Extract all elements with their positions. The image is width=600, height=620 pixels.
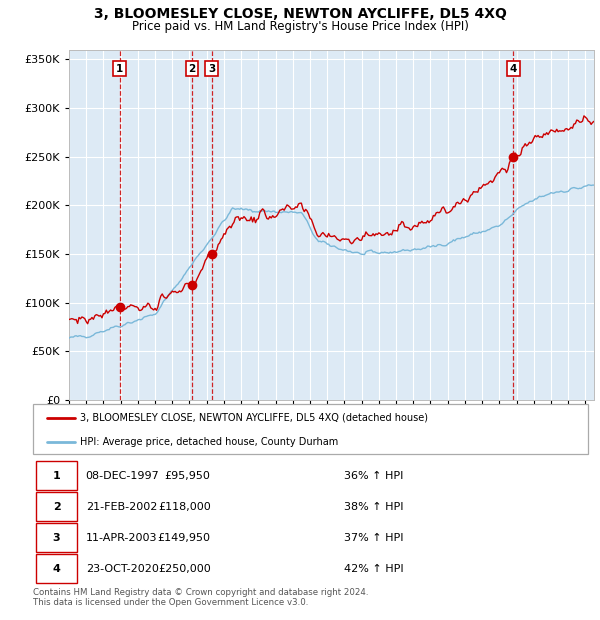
FancyBboxPatch shape (33, 404, 588, 454)
Text: HPI: Average price, detached house, County Durham: HPI: Average price, detached house, Coun… (80, 436, 338, 447)
Text: Contains HM Land Registry data © Crown copyright and database right 2024.: Contains HM Land Registry data © Crown c… (33, 588, 368, 597)
FancyBboxPatch shape (36, 523, 77, 552)
Text: 2: 2 (188, 64, 196, 74)
Text: 3: 3 (53, 533, 61, 542)
Text: 36% ↑ HPI: 36% ↑ HPI (344, 471, 403, 480)
Text: 11-APR-2003: 11-APR-2003 (86, 533, 157, 542)
Text: 23-OCT-2020: 23-OCT-2020 (86, 564, 158, 574)
Text: Price paid vs. HM Land Registry's House Price Index (HPI): Price paid vs. HM Land Registry's House … (131, 20, 469, 33)
Text: 21-FEB-2002: 21-FEB-2002 (86, 502, 157, 512)
Text: 4: 4 (509, 64, 517, 74)
Text: £118,000: £118,000 (158, 502, 211, 512)
Text: 1: 1 (53, 471, 61, 480)
Text: 3, BLOOMESLEY CLOSE, NEWTON AYCLIFFE, DL5 4XQ (detached house): 3, BLOOMESLEY CLOSE, NEWTON AYCLIFFE, DL… (80, 413, 428, 423)
Text: £149,950: £149,950 (158, 533, 211, 542)
Text: £95,950: £95,950 (165, 471, 211, 480)
Text: 42% ↑ HPI: 42% ↑ HPI (344, 564, 403, 574)
FancyBboxPatch shape (36, 461, 77, 490)
Text: 37% ↑ HPI: 37% ↑ HPI (344, 533, 403, 542)
Text: 2: 2 (53, 502, 61, 512)
Text: This data is licensed under the Open Government Licence v3.0.: This data is licensed under the Open Gov… (33, 598, 308, 608)
FancyBboxPatch shape (36, 492, 77, 521)
Text: £250,000: £250,000 (158, 564, 211, 574)
FancyBboxPatch shape (36, 554, 77, 583)
Text: 3, BLOOMESLEY CLOSE, NEWTON AYCLIFFE, DL5 4XQ: 3, BLOOMESLEY CLOSE, NEWTON AYCLIFFE, DL… (94, 7, 506, 22)
Text: 3: 3 (208, 64, 215, 74)
Text: 1: 1 (116, 64, 123, 74)
Text: 08-DEC-1997: 08-DEC-1997 (86, 471, 160, 480)
Text: 38% ↑ HPI: 38% ↑ HPI (344, 502, 403, 512)
Text: 4: 4 (53, 564, 61, 574)
